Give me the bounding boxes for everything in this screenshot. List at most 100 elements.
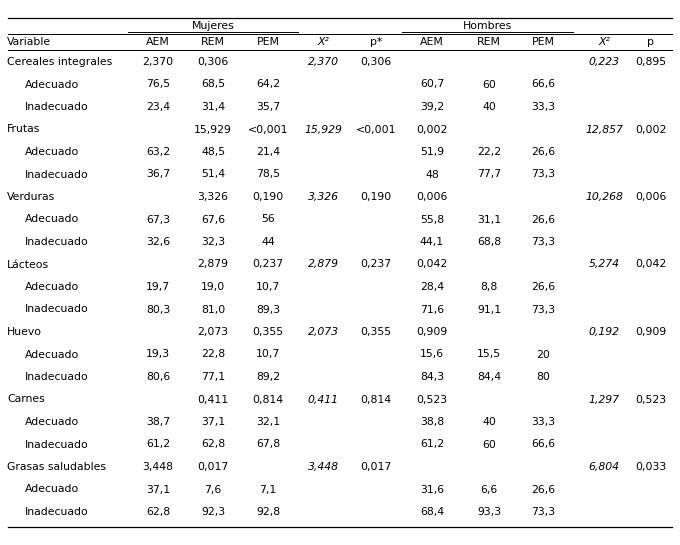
Text: 0,006: 0,006 (635, 192, 666, 202)
Text: 0,306: 0,306 (360, 57, 392, 67)
Text: 62,8: 62,8 (146, 507, 170, 517)
Text: 19,0: 19,0 (201, 282, 225, 292)
Text: 51,9: 51,9 (420, 147, 444, 157)
Text: 0,355: 0,355 (360, 327, 392, 337)
Text: 0,017: 0,017 (360, 462, 392, 472)
Text: 48: 48 (425, 169, 439, 179)
Text: <0,001: <0,001 (356, 124, 396, 135)
Text: Adecuado: Adecuado (25, 147, 80, 157)
Text: 0,895: 0,895 (635, 57, 666, 67)
Text: 8,8: 8,8 (480, 282, 498, 292)
Text: 0,237: 0,237 (252, 259, 284, 269)
Text: 0,411: 0,411 (307, 395, 339, 404)
Text: 15,5: 15,5 (477, 349, 501, 360)
Text: Inadecuado: Inadecuado (25, 507, 89, 517)
Text: 51,4: 51,4 (201, 169, 225, 179)
Text: 93,3: 93,3 (477, 507, 501, 517)
Text: Inadecuado: Inadecuado (25, 439, 89, 450)
Text: 38,8: 38,8 (420, 417, 444, 427)
Text: 3,448: 3,448 (307, 462, 339, 472)
Text: p*: p* (370, 37, 382, 47)
Text: 32,1: 32,1 (256, 417, 280, 427)
Text: 6,804: 6,804 (588, 462, 619, 472)
Text: 64,2: 64,2 (256, 80, 280, 89)
Text: 0,814: 0,814 (360, 395, 392, 404)
Text: 2,073: 2,073 (197, 327, 228, 337)
Text: 7,6: 7,6 (205, 485, 222, 494)
Text: 0,190: 0,190 (252, 192, 284, 202)
Text: REM: REM (477, 37, 501, 47)
Text: Frutas: Frutas (7, 124, 40, 135)
Text: Hombres: Hombres (463, 21, 512, 31)
Text: 35,7: 35,7 (256, 102, 280, 112)
Text: 60: 60 (482, 80, 496, 89)
Text: 0,042: 0,042 (416, 259, 447, 269)
Text: 73,3: 73,3 (531, 169, 555, 179)
Text: 32,6: 32,6 (146, 237, 170, 247)
Text: Adecuado: Adecuado (25, 215, 80, 225)
Text: 0,042: 0,042 (635, 259, 666, 269)
Text: Inadecuado: Inadecuado (25, 102, 89, 112)
Text: 0,411: 0,411 (197, 395, 228, 404)
Text: 73,3: 73,3 (531, 237, 555, 247)
Text: 12,857: 12,857 (585, 124, 623, 135)
Text: 0,237: 0,237 (360, 259, 392, 269)
Text: PEM: PEM (256, 37, 279, 47)
Text: Cereales integrales: Cereales integrales (7, 57, 112, 67)
Text: 26,6: 26,6 (531, 485, 555, 494)
Text: 92,8: 92,8 (256, 507, 280, 517)
Text: 89,2: 89,2 (256, 372, 280, 382)
Text: 2,879: 2,879 (197, 259, 228, 269)
Text: 15,929: 15,929 (304, 124, 342, 135)
Text: Lácteos: Lácteos (7, 259, 49, 269)
Text: p: p (647, 37, 654, 47)
Text: Adecuado: Adecuado (25, 485, 80, 494)
Text: 0,814: 0,814 (252, 395, 284, 404)
Text: 60,7: 60,7 (420, 80, 444, 89)
Text: 2,073: 2,073 (307, 327, 339, 337)
Text: Grasas saludables: Grasas saludables (7, 462, 106, 472)
Text: 56: 56 (261, 215, 275, 225)
Text: 80,6: 80,6 (146, 372, 170, 382)
Text: Huevo: Huevo (7, 327, 42, 337)
Text: 63,2: 63,2 (146, 147, 170, 157)
Text: Inadecuado: Inadecuado (25, 305, 89, 314)
Text: Adecuado: Adecuado (25, 417, 80, 427)
Text: 6,6: 6,6 (480, 485, 498, 494)
Text: 26,6: 26,6 (531, 215, 555, 225)
Text: 31,6: 31,6 (420, 485, 444, 494)
Text: 3,326: 3,326 (307, 192, 339, 202)
Text: 2,879: 2,879 (307, 259, 339, 269)
Text: Inadecuado: Inadecuado (25, 169, 89, 179)
Text: 77,7: 77,7 (477, 169, 501, 179)
Text: 77,1: 77,1 (201, 372, 225, 382)
Text: 0,002: 0,002 (416, 124, 447, 135)
Text: 84,3: 84,3 (420, 372, 444, 382)
Text: 48,5: 48,5 (201, 147, 225, 157)
Text: 80: 80 (536, 372, 550, 382)
Text: 76,5: 76,5 (146, 80, 170, 89)
Text: 61,2: 61,2 (146, 439, 170, 450)
Text: 92,3: 92,3 (201, 507, 225, 517)
Text: 26,6: 26,6 (531, 147, 555, 157)
Text: PEM: PEM (532, 37, 554, 47)
Text: 31,1: 31,1 (477, 215, 501, 225)
Text: Variable: Variable (7, 37, 51, 47)
Text: AEM: AEM (420, 37, 444, 47)
Text: 0,355: 0,355 (252, 327, 284, 337)
Text: 23,4: 23,4 (146, 102, 170, 112)
Text: 40: 40 (482, 102, 496, 112)
Text: 84,4: 84,4 (477, 372, 501, 382)
Text: 19,7: 19,7 (146, 282, 170, 292)
Text: 0,223: 0,223 (588, 57, 619, 67)
Text: 60: 60 (482, 439, 496, 450)
Text: 22,2: 22,2 (477, 147, 501, 157)
Text: Inadecuado: Inadecuado (25, 237, 89, 247)
Text: 5,274: 5,274 (588, 259, 619, 269)
Text: 37,1: 37,1 (201, 417, 225, 427)
Text: 26,6: 26,6 (531, 282, 555, 292)
Text: 10,7: 10,7 (256, 349, 280, 360)
Text: 33,3: 33,3 (531, 102, 555, 112)
Text: REM: REM (201, 37, 225, 47)
Text: 0,523: 0,523 (635, 395, 666, 404)
